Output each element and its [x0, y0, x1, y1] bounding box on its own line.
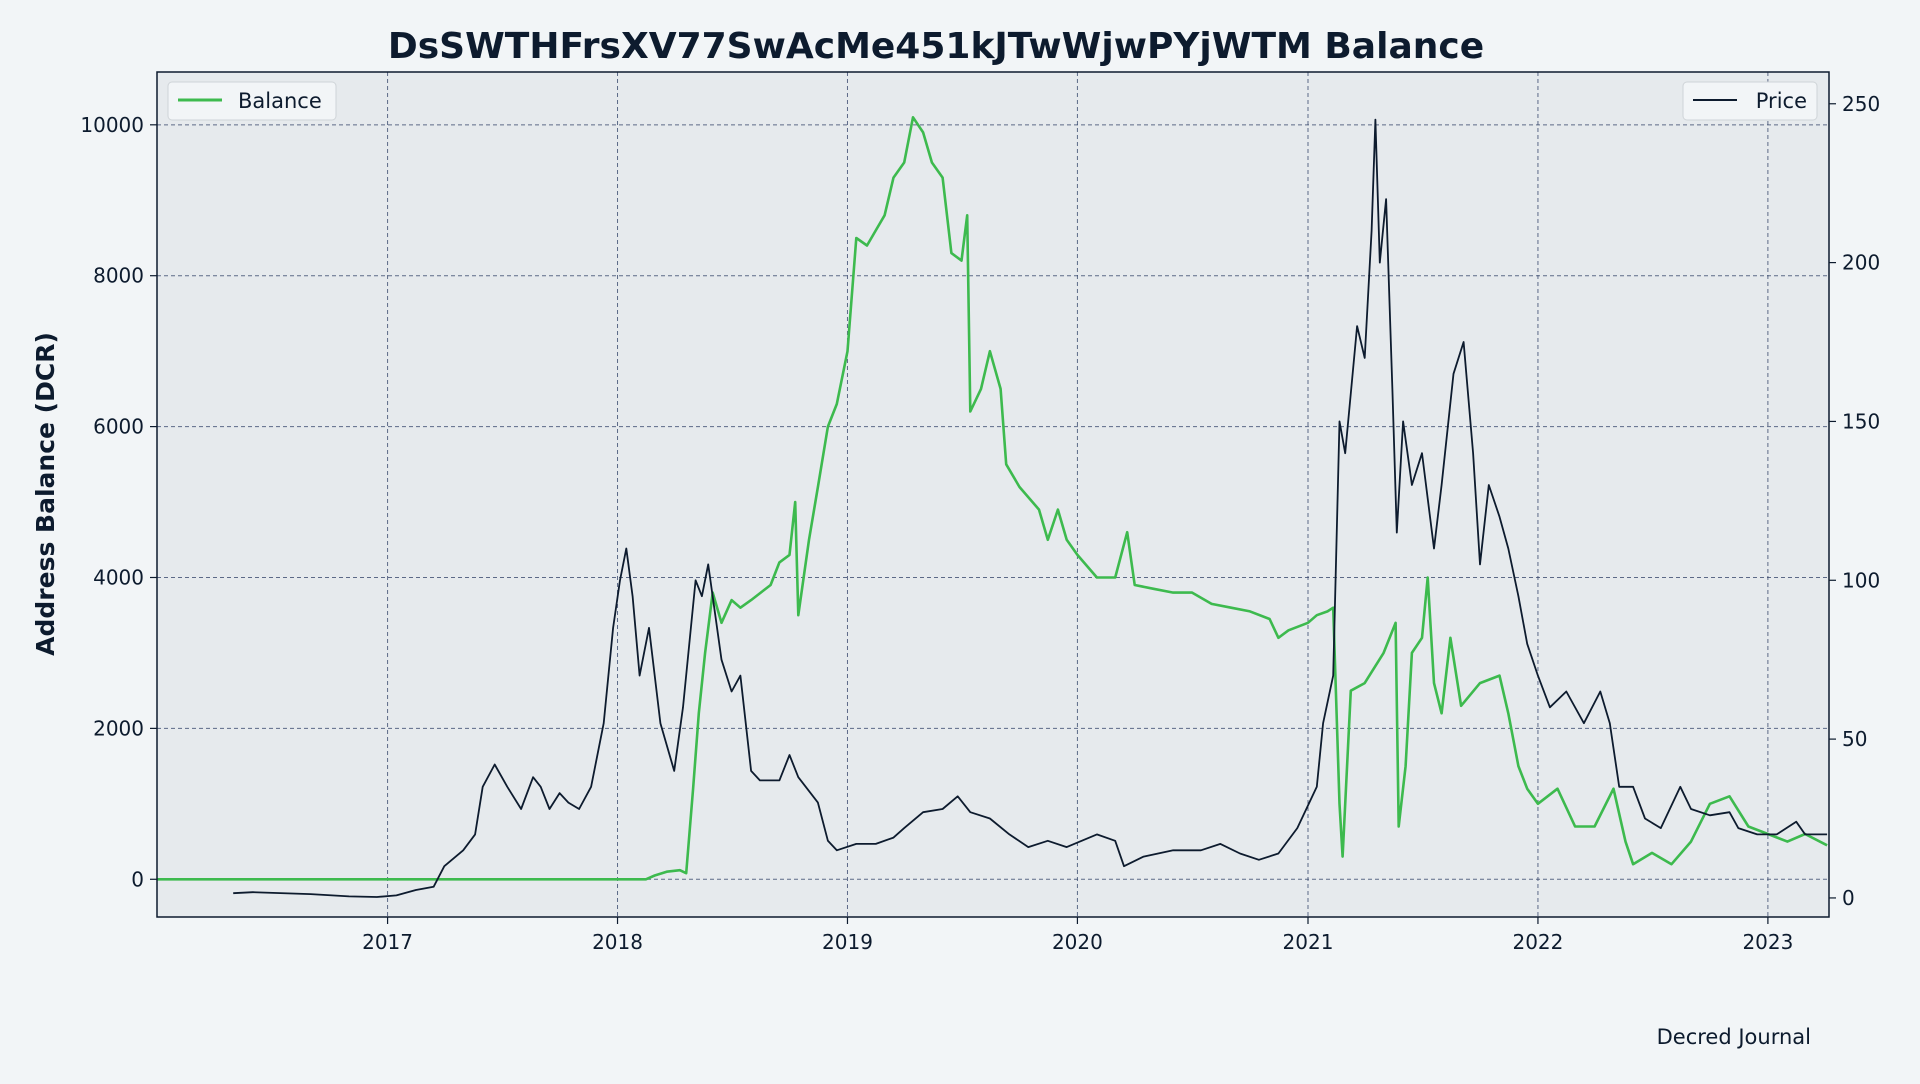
x-tick-label: 2018: [592, 930, 643, 954]
y2-tick-label: 200: [1842, 251, 1880, 275]
x-tick-label: 2021: [1283, 930, 1334, 954]
y-axis-ticks: 0 2000 4000 6000 8000 10000: [80, 113, 157, 891]
price-legend-box: [1682, 81, 1818, 121]
y-tick-label: 0: [131, 867, 144, 891]
plot-area: [157, 72, 1829, 917]
y-tick-label: 6000: [93, 415, 144, 439]
y2-tick-label: 0: [1842, 886, 1855, 910]
grid-lines: [157, 72, 1829, 917]
legends: Balance Price: [167, 81, 1818, 121]
balance-series-line: [157, 116, 1828, 881]
x-tick-label: 2019: [822, 930, 873, 954]
series-layer: [157, 116, 1828, 898]
x-tick-label: 2022: [1512, 930, 1563, 954]
watermark-text: Decred Journal: [1657, 1025, 1811, 1049]
price-series-line: [233, 118, 1828, 898]
x-axis-ticks: 2017 2018 2019 2020 2021 2022 2023: [362, 917, 1793, 954]
y2-axis-ticks: 0 50 100 150 200 250: [1829, 92, 1880, 910]
y-tick-label: 2000: [93, 716, 144, 740]
y-tick-label: 10000: [80, 113, 144, 137]
balance-legend-box: [167, 81, 337, 121]
y2-tick-label: 100: [1842, 568, 1880, 592]
y2-tick-label: 250: [1842, 92, 1880, 116]
price-legend-label: Price: [1756, 89, 1807, 113]
x-tick-label: 2017: [362, 930, 413, 954]
y-axis-label: Address Balance (DCR): [31, 332, 60, 656]
balance-legend-label: Balance: [238, 89, 322, 113]
y2-tick-label: 50: [1842, 727, 1867, 751]
plot-frame: [156, 71, 1830, 918]
x-tick-label: 2020: [1052, 930, 1103, 954]
x-tick-label: 2023: [1742, 930, 1793, 954]
chart-title: DsSWTHFrsXV77SwAcMe451kJTwWjwPYjWTM Bala…: [388, 26, 1484, 67]
y-tick-label: 8000: [93, 264, 144, 288]
y-tick-label: 4000: [93, 565, 144, 589]
y2-tick-label: 150: [1842, 409, 1880, 433]
